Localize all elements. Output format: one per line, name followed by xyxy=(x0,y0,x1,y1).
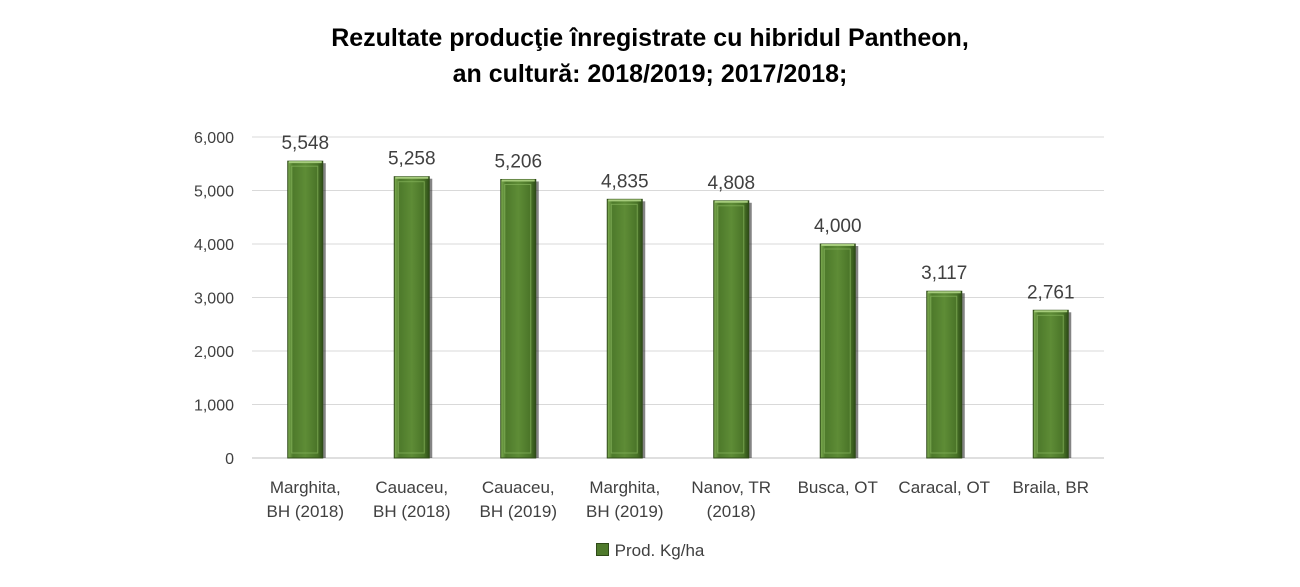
y-tick-label: 2,000 xyxy=(194,344,234,361)
y-tick-label: 1,000 xyxy=(194,398,234,415)
x-tick-label: BH (2018) xyxy=(267,502,344,521)
bar-bevel xyxy=(291,165,319,454)
x-tick-label: BH (2019) xyxy=(586,502,663,521)
data-label: 5,548 xyxy=(281,133,329,154)
legend-label: Prod. Kg/ha xyxy=(614,541,705,560)
bar xyxy=(500,178,537,459)
x-tick-label: Marghita, xyxy=(589,478,660,497)
bar-bevel xyxy=(610,203,638,454)
x-tick-label: Braila, BR xyxy=(1012,478,1089,497)
legend: Prod. Kg/ha xyxy=(0,541,1300,561)
y-tick-label: 5,000 xyxy=(194,184,234,201)
bar-bevel xyxy=(823,248,851,454)
x-tick-label: Busca, OT xyxy=(798,478,878,497)
bar-bevel xyxy=(930,295,958,454)
bar-bevel xyxy=(717,205,745,454)
data-labels: 5,548 5,258 5,206 4,835 4,808 4,000 3,117 2,761 xyxy=(281,133,1074,303)
x-tick-label: Marghita, xyxy=(270,478,341,497)
x-tick-label: Cauaceu, xyxy=(375,478,448,497)
legend-swatch xyxy=(595,543,609,556)
data-label: 4,000 xyxy=(814,216,862,237)
chart-title: Rezultate producţie înregistrate cu hibr… xyxy=(0,20,1300,92)
x-tick-label: BH (2019) xyxy=(480,502,557,521)
data-label: 5,206 xyxy=(494,151,542,172)
y-tick-label: 6,000 xyxy=(194,130,234,147)
data-label: 2,761 xyxy=(1027,282,1075,303)
bar xyxy=(287,160,324,459)
x-tick-label: BH (2018) xyxy=(373,502,450,521)
bar-bevel xyxy=(1036,314,1064,454)
x-tick-label: (2018) xyxy=(707,502,756,521)
y-tick-label: 0 xyxy=(225,451,234,468)
y-tick-label: 4,000 xyxy=(194,237,234,254)
bar-bevel xyxy=(504,183,532,454)
x-tick-label: Cauaceu, xyxy=(482,478,555,497)
gridlines xyxy=(252,136,1104,459)
chart-title-line-2: an cultură: 2018/2019; 2017/2018; xyxy=(452,60,848,88)
data-label: 5,258 xyxy=(388,149,436,170)
x-tick-label: Caracal, OT xyxy=(898,478,990,497)
x-tick-label: Nanov, TR xyxy=(691,478,771,497)
chart-title-line-1: Rezultate producţie înregistrate cu hibr… xyxy=(331,24,969,52)
bar xyxy=(713,200,750,459)
data-label: 4,808 xyxy=(707,173,755,194)
bar xyxy=(393,176,430,459)
bar xyxy=(606,198,643,459)
y-axis: 0 1,000 2,000 3,000 4,000 5,000 6,000 xyxy=(194,130,234,468)
bars xyxy=(287,160,1072,459)
data-label: 4,835 xyxy=(601,171,649,192)
x-axis: Marghita, BH (2018) Cauaceu, BH (2018) Cauac… xyxy=(267,478,1090,521)
bar-bevel xyxy=(397,181,425,454)
bar xyxy=(926,290,963,459)
data-label: 3,117 xyxy=(921,263,967,284)
y-tick-label: 3,000 xyxy=(194,291,234,308)
